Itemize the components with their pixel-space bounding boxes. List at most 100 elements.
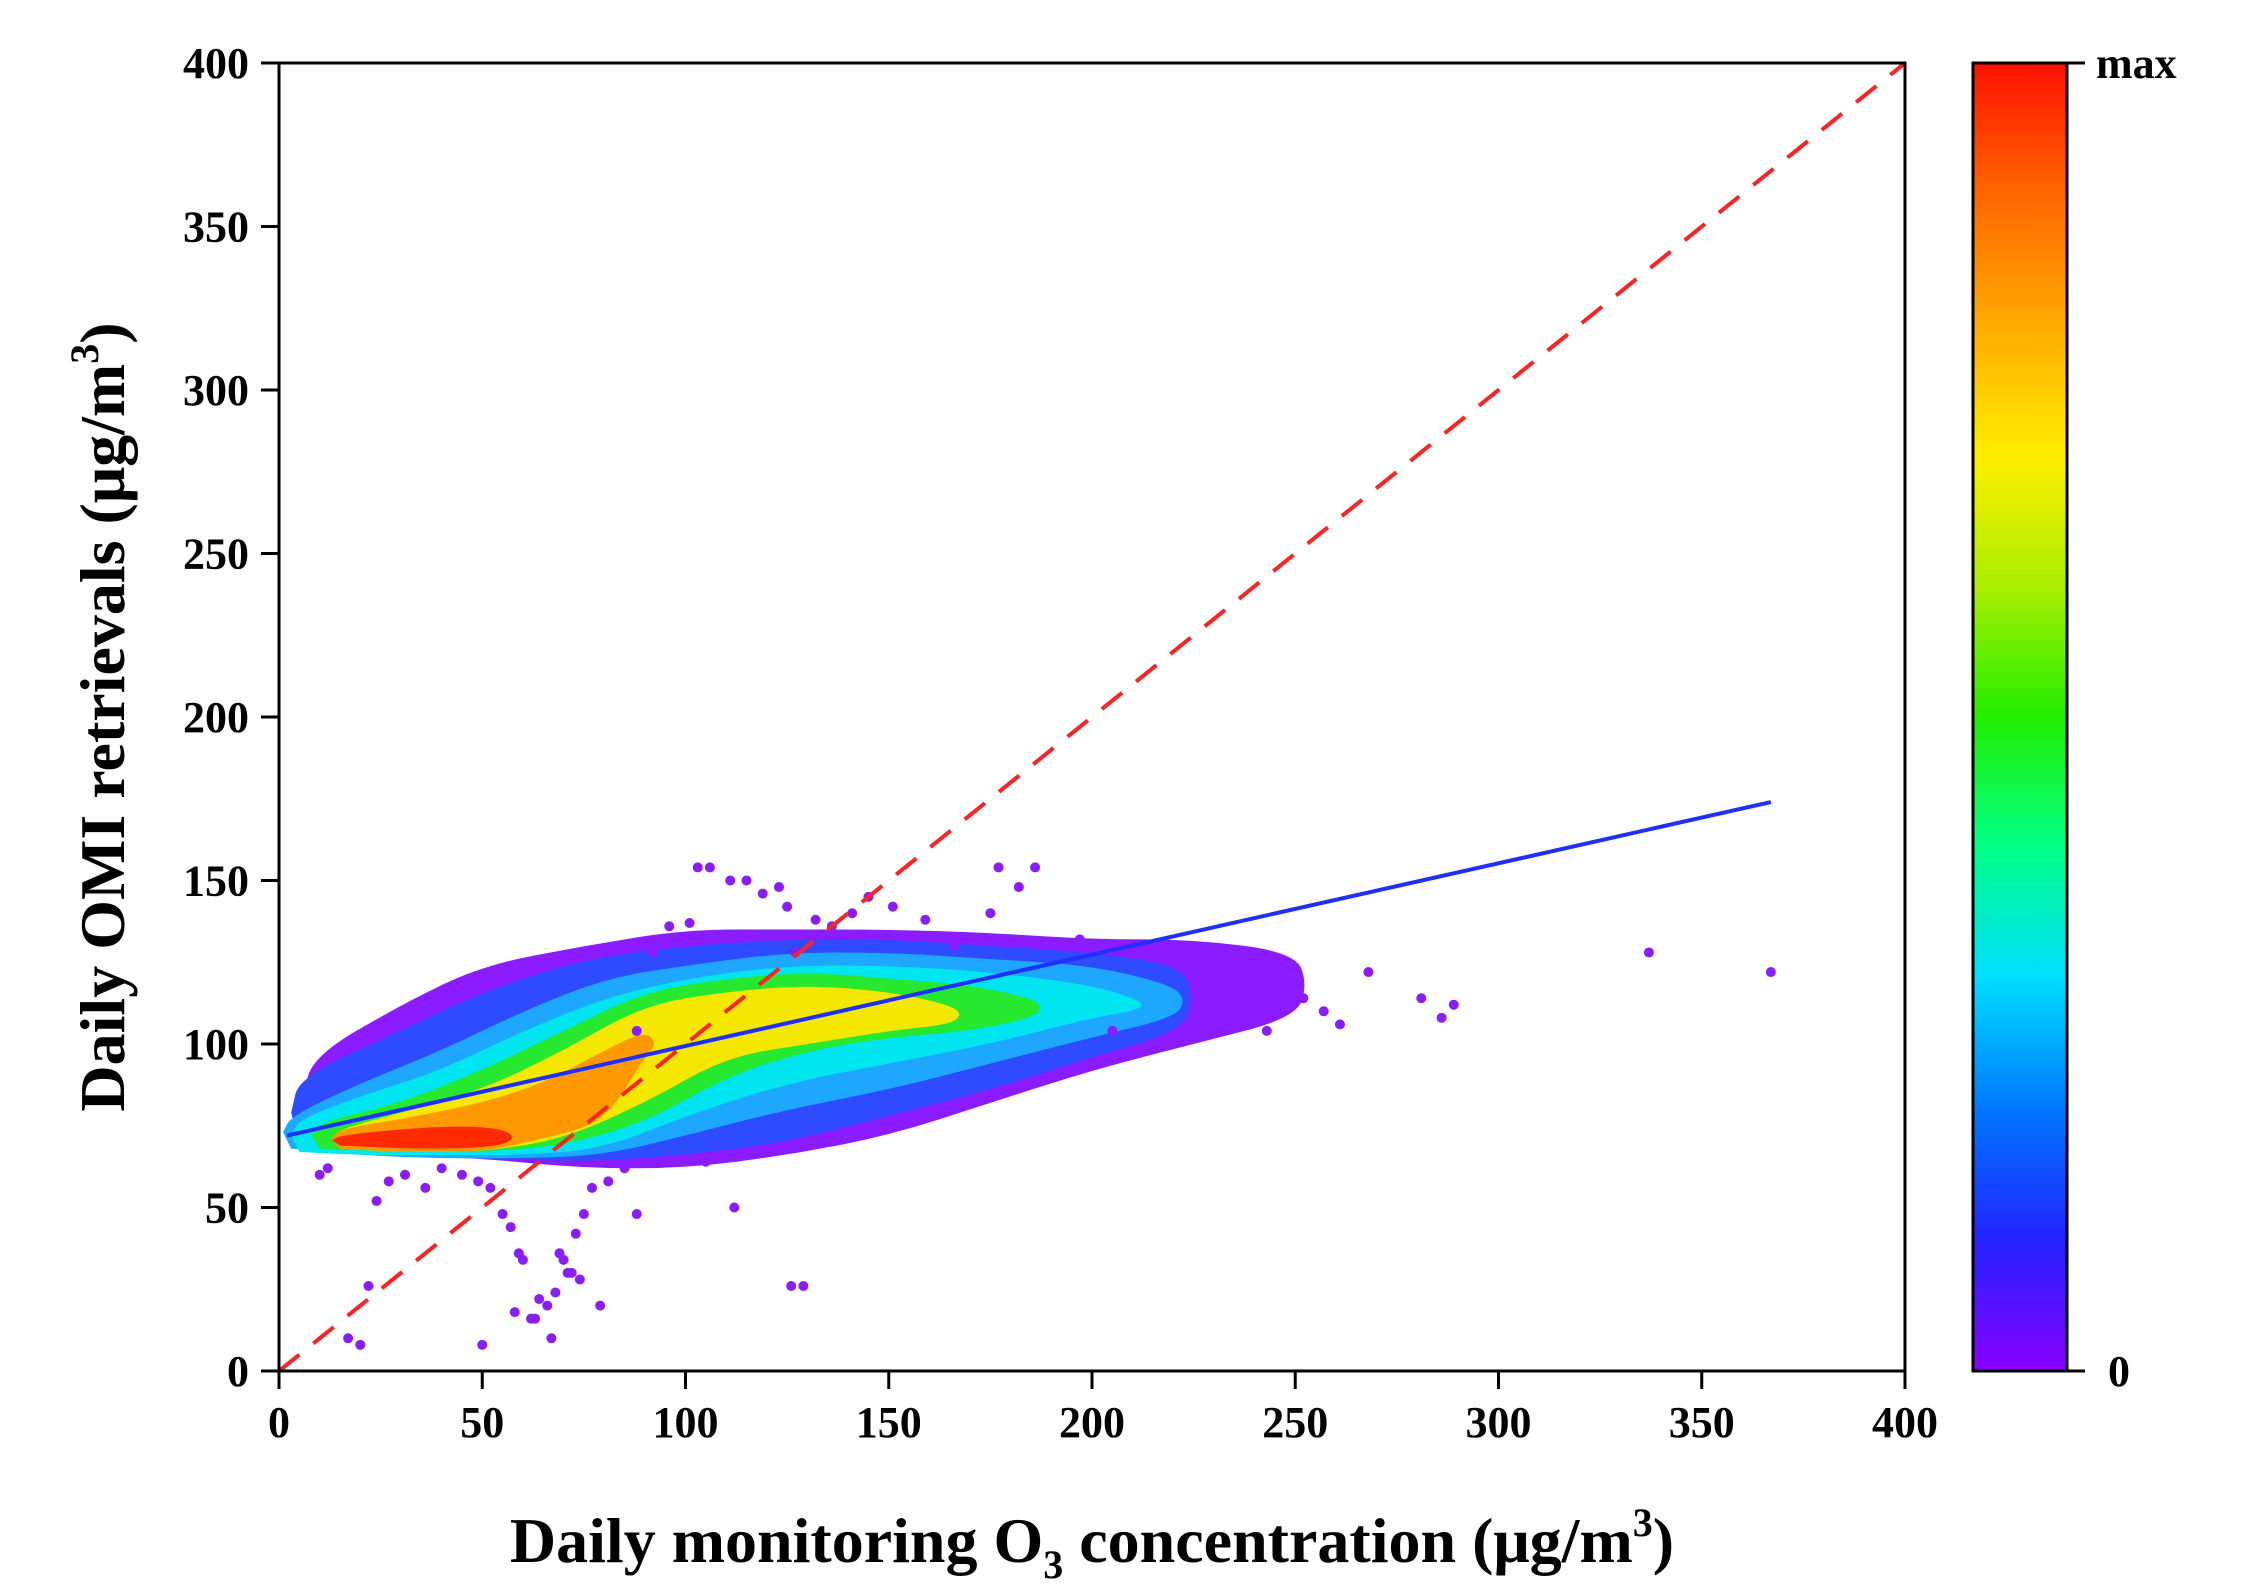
x-tick-label: 250: [1262, 1398, 1328, 1447]
y-axis-title-superscript: 3: [62, 344, 107, 364]
x-tick-label: 200: [1059, 1398, 1125, 1447]
linear-fit-line: [286, 800, 1772, 1138]
x-tick-label: 350: [1669, 1398, 1735, 1447]
y-tick-label: 50: [205, 1184, 249, 1233]
y-axis-title-prefix: Daily OMI retrievals (μg/m: [67, 364, 138, 1112]
outlier-point: [574, 1274, 585, 1285]
outlier-point: [741, 875, 752, 886]
outlier-point: [542, 1300, 553, 1311]
outlier-point: [948, 940, 959, 951]
one-to-one-line: [279, 63, 1905, 1371]
x-tick-label: 50: [460, 1398, 504, 1447]
outlier-point: [757, 888, 768, 899]
outlier-point: [1334, 1019, 1345, 1030]
density-region-orange: [331, 1034, 654, 1152]
outlier-point: [1030, 862, 1041, 873]
density-region-red: [331, 1126, 512, 1149]
outlier-point: [1363, 967, 1374, 978]
outlier-point: [509, 1307, 520, 1318]
outlier-point: [371, 1195, 382, 1206]
outlier-point: [546, 1333, 557, 1344]
y-tick-label: 200: [183, 693, 249, 742]
colorbar-gradient: [1971, 61, 2069, 1373]
outlier-point: [1436, 1012, 1447, 1023]
x-tick-label: 400: [1872, 1398, 1938, 1447]
outlier-point: [1013, 882, 1024, 893]
outlier-point: [1318, 1006, 1329, 1017]
outlier-point: [631, 1025, 642, 1036]
y-axis-title-suffix: ): [67, 322, 138, 343]
x-axis-title-superscript: 3: [1633, 1500, 1653, 1545]
outlier-point: [847, 908, 858, 919]
outlier-point: [513, 1248, 524, 1259]
outlier-point: [1217, 973, 1228, 984]
colorbar-label-min: 0: [2108, 1347, 2130, 1396]
outlier-point: [1107, 1025, 1118, 1036]
y-tick-label: 350: [183, 203, 249, 252]
outlier-point: [570, 1228, 581, 1239]
outlier-point: [530, 1313, 541, 1324]
outlier-point: [729, 1202, 740, 1213]
outlier-point: [534, 1294, 545, 1305]
outlier-point: [704, 862, 715, 873]
density-regions: [283, 929, 1305, 1169]
outlier-point: [505, 1222, 516, 1233]
outlier-point: [647, 947, 658, 958]
outlier-point: [1241, 1006, 1252, 1017]
y-tick-label: 250: [183, 530, 249, 579]
outlier-point: [473, 1176, 484, 1187]
outlier-point: [400, 1169, 411, 1180]
outlier-point: [1278, 980, 1289, 991]
y-tick-label: 300: [183, 366, 249, 415]
x-axis-ticks: 0 50 100 150 200 250 300 350 400: [268, 1371, 1938, 1447]
x-tick-label: 150: [856, 1398, 922, 1447]
outlier-point: [725, 875, 736, 886]
x-tick-label: 100: [653, 1398, 719, 1447]
outlier-point: [603, 1176, 614, 1187]
colorbar-label-max: max: [2096, 39, 2177, 88]
x-axis-title-suffix: ): [1653, 1505, 1674, 1576]
outlier-point: [692, 862, 703, 873]
x-tick-label: 0: [268, 1398, 290, 1447]
outlier-point: [1448, 999, 1459, 1010]
outlier-point: [810, 914, 821, 925]
outlier-point: [497, 1209, 508, 1220]
outlier-point: [920, 914, 931, 925]
x-tick-label: 300: [1466, 1398, 1532, 1447]
outlier-point: [1765, 967, 1776, 978]
x-axis-title-prefix: Daily monitoring O: [510, 1505, 1043, 1576]
x-axis-title-middle: concentration (μg/m: [1063, 1505, 1633, 1576]
outlier-point: [1416, 993, 1427, 1004]
x-axis-title: Daily monitoring O3 concentration (μg/m3…: [510, 1500, 1674, 1587]
reference-lines: [279, 63, 1905, 1371]
outlier-point: [631, 1209, 642, 1220]
outlier-point: [619, 1163, 630, 1174]
outlier-point: [595, 1300, 606, 1311]
outlier-point: [700, 1156, 711, 1167]
y-tick-label: 100: [183, 1020, 249, 1069]
outlier-point: [786, 1280, 797, 1291]
outlier-point: [587, 1182, 598, 1193]
outlier-point: [773, 882, 784, 893]
outlier-point: [1156, 947, 1167, 958]
y-tick-label: 150: [183, 857, 249, 906]
outlier-point: [578, 1209, 589, 1220]
y-axis-title: Daily OMI retrievals (μg/m3): [62, 322, 138, 1111]
outlier-point: [550, 1287, 561, 1298]
y-tick-label: 400: [183, 39, 249, 88]
outlier-point: [798, 1280, 809, 1291]
outlier-point: [314, 1169, 325, 1180]
outlier-point: [420, 1182, 431, 1193]
outlier-point: [1261, 1025, 1272, 1036]
y-axis-ticks: 0 50 100 150 200 250 300 350 400: [183, 39, 279, 1396]
outlier-point: [355, 1339, 366, 1350]
outlier-point: [485, 1182, 496, 1193]
outlier-point: [456, 1169, 467, 1180]
outlier-point: [343, 1333, 354, 1344]
outlier-points: [314, 862, 1776, 1350]
outlier-point: [1298, 993, 1309, 1004]
outlier-point: [477, 1339, 488, 1350]
outlier-point: [363, 1280, 374, 1291]
outlier-point: [782, 901, 793, 912]
